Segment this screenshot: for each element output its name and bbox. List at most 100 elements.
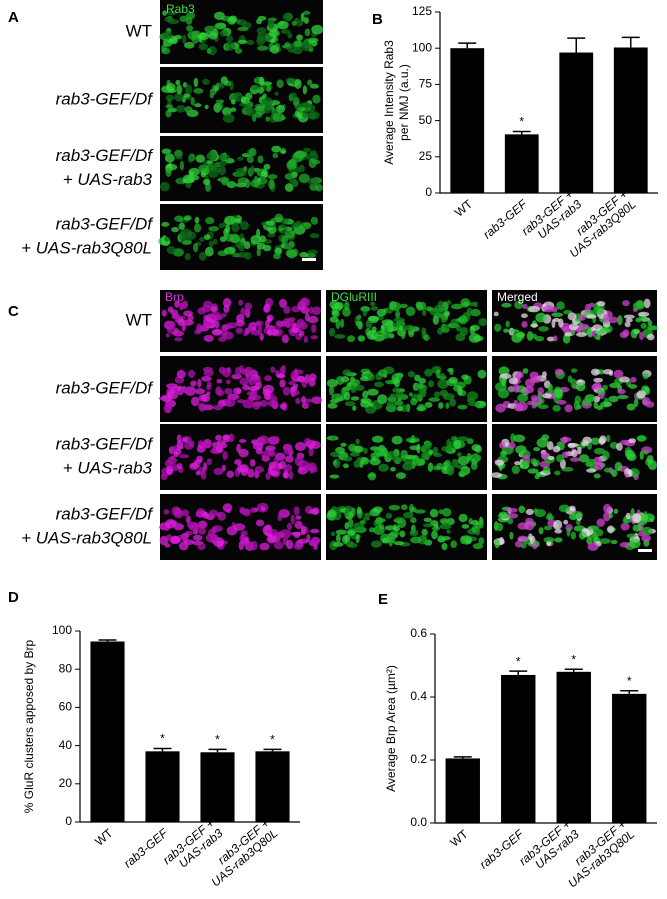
texture xyxy=(163,30,173,40)
texture xyxy=(311,306,322,315)
texture xyxy=(161,47,171,55)
texture xyxy=(184,106,193,113)
texture xyxy=(507,513,519,519)
texture xyxy=(373,381,385,388)
texture xyxy=(546,512,553,520)
texture xyxy=(603,467,612,473)
texture xyxy=(349,452,360,457)
texture xyxy=(277,20,289,30)
bar xyxy=(255,751,290,822)
texture xyxy=(297,106,306,112)
texture xyxy=(456,452,462,457)
texture xyxy=(331,310,340,318)
texture xyxy=(225,233,234,242)
texture xyxy=(233,523,246,531)
texture xyxy=(199,236,205,242)
texture xyxy=(306,152,319,162)
texture xyxy=(617,394,629,400)
texture xyxy=(342,456,353,462)
bar xyxy=(613,47,648,194)
texture xyxy=(581,441,589,447)
texture xyxy=(551,312,564,318)
texture xyxy=(284,42,291,48)
texture xyxy=(176,84,183,95)
y-tick-label: 125 xyxy=(412,4,432,18)
texture xyxy=(167,306,174,313)
texture xyxy=(308,112,317,120)
texture xyxy=(570,378,577,389)
texture xyxy=(401,330,406,340)
texture xyxy=(541,434,550,441)
texture xyxy=(455,333,466,342)
texture xyxy=(513,400,518,405)
texture xyxy=(404,324,415,331)
texture xyxy=(218,366,226,374)
scale-bar xyxy=(302,258,316,261)
x-tick-label-line: rab3-GEF xyxy=(121,826,171,871)
texture xyxy=(637,311,650,317)
texture xyxy=(283,444,293,455)
significance-star: * xyxy=(571,652,576,666)
x-tick-label: WT xyxy=(452,197,476,220)
texture xyxy=(184,253,191,261)
texture xyxy=(208,509,218,517)
texture xyxy=(503,328,509,333)
y-tick-label: 0.6 xyxy=(410,626,427,640)
texture xyxy=(446,466,452,475)
texture xyxy=(266,535,277,544)
texture xyxy=(266,84,271,93)
texture xyxy=(508,442,516,449)
texture xyxy=(184,530,194,536)
texture xyxy=(435,369,441,379)
texture xyxy=(310,216,319,225)
y-tick-label: 60 xyxy=(59,700,73,714)
texture xyxy=(396,405,404,412)
texture xyxy=(309,464,314,474)
texture xyxy=(434,391,440,398)
texture xyxy=(237,156,244,161)
texture xyxy=(174,300,180,308)
y-tick-label: 80 xyxy=(59,661,73,675)
texture xyxy=(622,329,630,337)
texture xyxy=(342,307,351,317)
texture xyxy=(587,542,599,551)
texture xyxy=(364,512,372,517)
texture xyxy=(244,302,253,311)
panel-letter: C xyxy=(8,303,19,320)
texture xyxy=(542,466,551,474)
texture xyxy=(441,542,448,551)
y-axis-label: % GluR clusters apposed by Brp xyxy=(22,639,36,813)
texture xyxy=(310,536,320,547)
texture xyxy=(254,466,264,473)
texture xyxy=(307,79,313,86)
texture xyxy=(628,438,637,444)
texture xyxy=(307,249,319,255)
texture xyxy=(166,468,174,476)
texture xyxy=(381,319,394,326)
texture xyxy=(571,510,583,519)
texture xyxy=(266,314,274,322)
texture xyxy=(439,373,446,378)
texture xyxy=(197,402,206,411)
texture xyxy=(340,442,347,447)
texture xyxy=(530,323,539,328)
texture xyxy=(168,162,173,169)
texture xyxy=(432,446,439,456)
texture xyxy=(219,153,230,161)
texture xyxy=(300,222,312,230)
texture xyxy=(624,473,630,478)
image-background xyxy=(326,494,487,560)
y-tick-label: 100 xyxy=(412,40,432,54)
texture xyxy=(537,387,545,395)
texture xyxy=(172,330,184,337)
texture xyxy=(159,535,169,546)
texture xyxy=(527,468,539,474)
texture xyxy=(538,326,549,332)
texture xyxy=(340,318,345,328)
texture xyxy=(218,336,227,342)
texture xyxy=(187,369,196,379)
texture xyxy=(388,536,393,547)
texture xyxy=(393,525,401,532)
texture xyxy=(590,368,600,376)
row-label: WT xyxy=(126,21,152,40)
